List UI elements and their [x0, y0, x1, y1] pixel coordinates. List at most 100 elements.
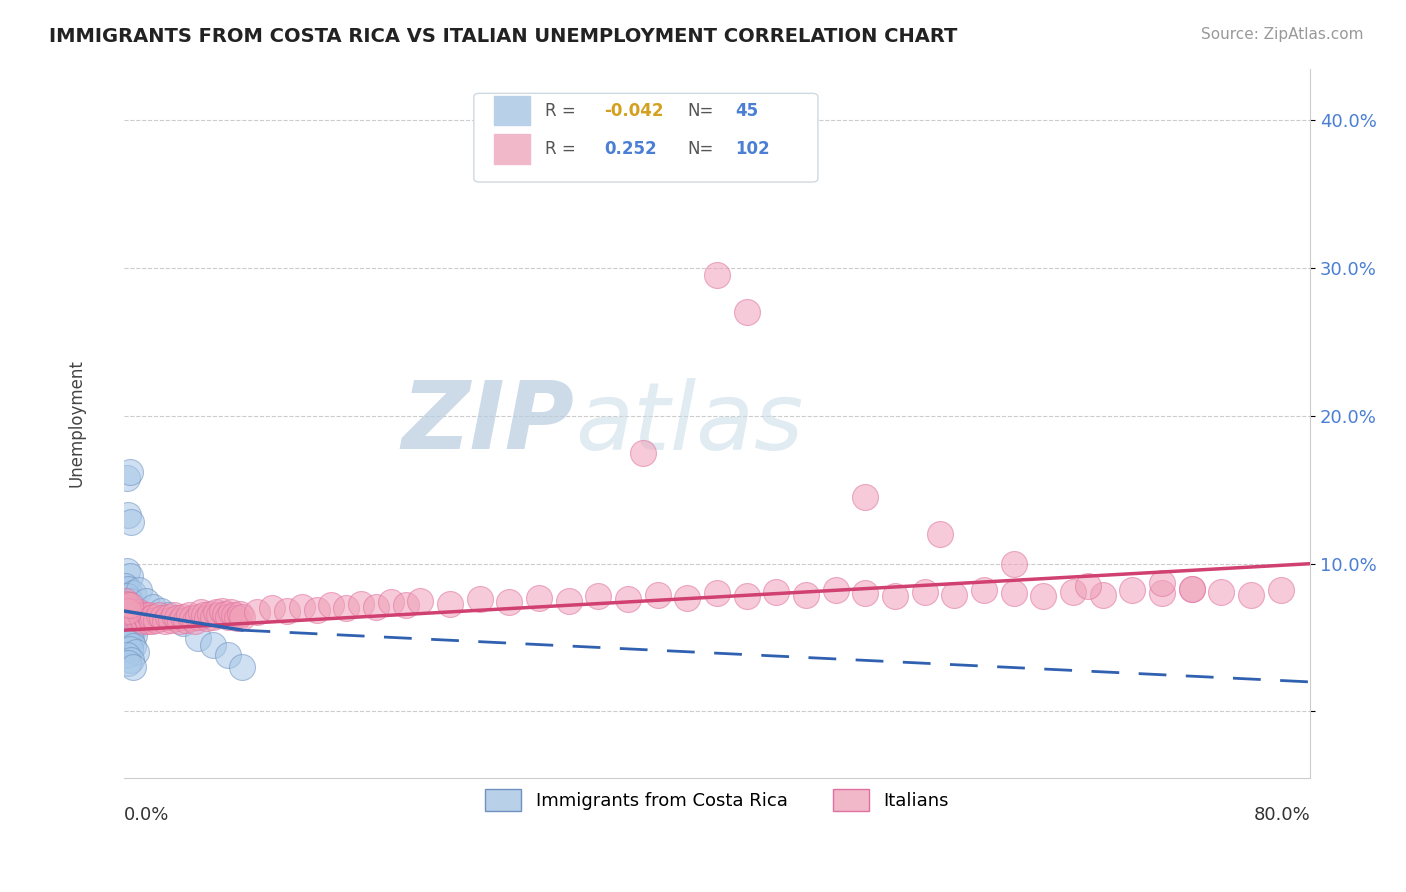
- Point: [468, 592, 491, 607]
- Point: [157, 610, 180, 624]
- Text: IMMIGRANTS FROM COSTA RICA VS ITALIAN UNEMPLOYMENT CORRELATION CHART: IMMIGRANTS FROM COSTA RICA VS ITALIAN UN…: [49, 27, 957, 45]
- Point: [118, 598, 141, 612]
- Point: [117, 604, 139, 618]
- Point: [120, 598, 142, 612]
- Point: [142, 599, 165, 614]
- Point: [117, 636, 139, 650]
- Point: [118, 568, 141, 582]
- Point: [794, 588, 817, 602]
- Point: [181, 611, 204, 625]
- Point: [225, 611, 247, 625]
- Point: [276, 604, 298, 618]
- Point: [135, 611, 157, 625]
- Point: [142, 610, 165, 624]
- Point: [121, 607, 143, 621]
- Point: [115, 564, 138, 578]
- Text: Source: ZipAtlas.com: Source: ZipAtlas.com: [1201, 27, 1364, 42]
- Point: [115, 631, 138, 645]
- Point: [118, 642, 141, 657]
- Point: [115, 648, 138, 663]
- Point: [135, 593, 157, 607]
- Point: [1181, 582, 1204, 596]
- Point: [148, 608, 170, 623]
- Point: [117, 656, 139, 670]
- Point: [172, 615, 194, 630]
- Point: [973, 583, 995, 598]
- Point: [125, 617, 148, 632]
- Text: -0.042: -0.042: [605, 102, 664, 120]
- Point: [1240, 588, 1263, 602]
- Point: [1062, 584, 1084, 599]
- Point: [231, 660, 253, 674]
- Point: [120, 516, 142, 530]
- Point: [184, 615, 207, 629]
- Point: [121, 623, 143, 637]
- Point: [824, 583, 846, 598]
- Point: [335, 601, 357, 615]
- Point: [1091, 588, 1114, 602]
- Point: [121, 586, 143, 600]
- Point: [884, 589, 907, 603]
- Point: [1150, 575, 1173, 590]
- Point: [1077, 579, 1099, 593]
- Point: [125, 645, 148, 659]
- Point: [128, 583, 150, 598]
- Point: [132, 615, 155, 629]
- Point: [1002, 586, 1025, 600]
- Point: [155, 615, 177, 629]
- Point: [166, 611, 188, 625]
- Legend: Immigrants from Costa Rica, Italians: Immigrants from Costa Rica, Italians: [478, 782, 956, 819]
- Point: [118, 593, 141, 607]
- Point: [1121, 583, 1143, 598]
- Point: [174, 613, 197, 627]
- Point: [706, 268, 728, 283]
- Text: R =: R =: [546, 140, 576, 158]
- Point: [129, 608, 152, 623]
- Point: [588, 589, 610, 603]
- Point: [118, 624, 141, 639]
- Point: [150, 611, 173, 625]
- Point: [120, 615, 142, 630]
- Point: [122, 601, 145, 615]
- Point: [706, 586, 728, 600]
- FancyBboxPatch shape: [494, 134, 530, 164]
- Point: [217, 610, 239, 624]
- Text: N=: N=: [688, 102, 714, 120]
- Point: [187, 631, 209, 645]
- Point: [115, 613, 138, 627]
- Text: 102: 102: [735, 140, 769, 158]
- Point: [498, 595, 520, 609]
- Point: [125, 606, 148, 620]
- Point: [149, 604, 172, 618]
- Point: [115, 471, 138, 485]
- Point: [364, 599, 387, 614]
- Point: [201, 638, 224, 652]
- Point: [1032, 589, 1054, 603]
- Point: [131, 611, 153, 625]
- Point: [217, 648, 239, 663]
- Point: [676, 591, 699, 605]
- Point: [120, 653, 142, 667]
- Point: [1002, 557, 1025, 571]
- Point: [117, 604, 139, 618]
- Point: [558, 593, 581, 607]
- Point: [617, 592, 640, 607]
- Point: [117, 620, 139, 634]
- Point: [120, 633, 142, 648]
- Point: [115, 598, 138, 612]
- Point: [1270, 583, 1292, 598]
- Point: [928, 527, 950, 541]
- Point: [169, 615, 191, 629]
- Point: [195, 611, 218, 625]
- Point: [211, 604, 233, 618]
- Point: [117, 582, 139, 596]
- Point: [1150, 586, 1173, 600]
- Point: [136, 615, 159, 629]
- Point: [141, 615, 163, 629]
- Point: [114, 579, 136, 593]
- Text: N=: N=: [688, 140, 714, 158]
- Point: [160, 613, 183, 627]
- Point: [121, 640, 143, 654]
- Point: [735, 305, 758, 319]
- Point: [765, 584, 787, 599]
